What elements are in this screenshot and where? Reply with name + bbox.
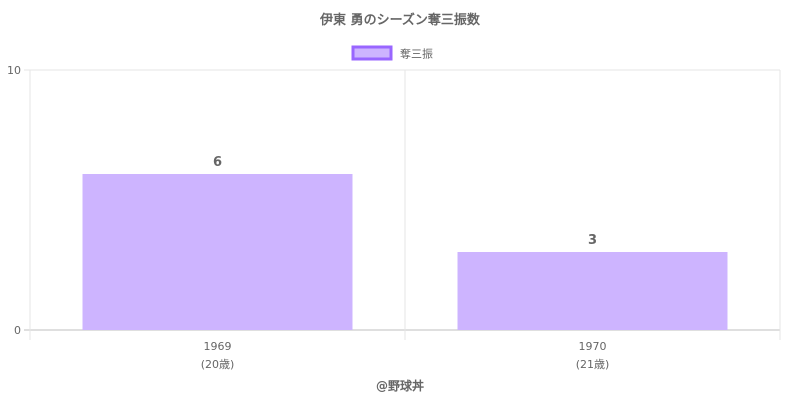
legend-label: 奪三振 [400, 47, 433, 61]
y-tick-label: 10 [7, 64, 21, 77]
x-tick-label: 1969 [204, 340, 232, 353]
legend[interactable]: 奪三振 [351, 45, 433, 61]
data-label-1969: 6 [213, 155, 222, 170]
x-tick-sublabel: (21歳) [576, 358, 610, 371]
axes: 0 10 1969 (20歳) 1970 (21歳) [7, 64, 609, 371]
bars [82, 174, 728, 330]
bar-1969[interactable] [82, 174, 353, 330]
x-tick-label: 1970 [579, 340, 607, 353]
legend-swatch [351, 45, 393, 61]
x-tick-sublabel: (20歳) [201, 358, 235, 371]
chart-title: 伊東 勇のシーズン奪三振数 [319, 12, 481, 28]
y-tick-label: 0 [14, 324, 21, 337]
data-labels: 63 [213, 155, 597, 248]
footer-credit: @野球丼 [376, 378, 424, 393]
bar-1970[interactable] [457, 252, 728, 330]
data-label-1970: 3 [588, 233, 597, 248]
